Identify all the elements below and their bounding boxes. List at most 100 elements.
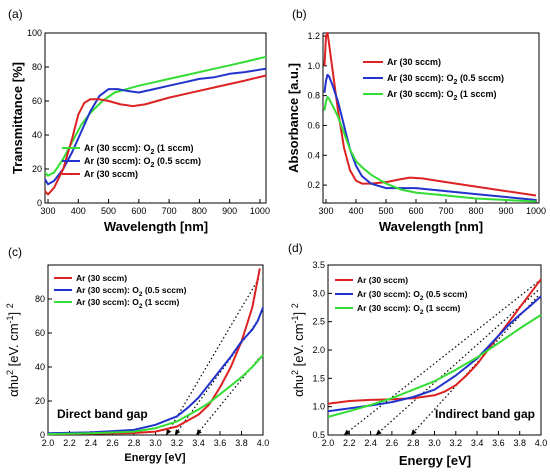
- x-tick-label: 300: [41, 206, 56, 216]
- y-tick-label: 60: [32, 96, 42, 106]
- panel-b-plot-area: [322, 32, 540, 204]
- x-tick-label: 2.4: [85, 438, 98, 448]
- y-tick-label: 20: [32, 164, 42, 174]
- x-tick-label: 900: [222, 206, 237, 216]
- x-tick-label: 400: [348, 206, 363, 216]
- x-tick-label: 700: [162, 206, 177, 216]
- x-tick-label: 700: [438, 206, 453, 216]
- panel-a-plot-area: [44, 32, 267, 204]
- series-line: [323, 96, 537, 203]
- panel-c-annotation: Direct band gap: [57, 407, 148, 421]
- y-tick-label: 3.0: [312, 288, 325, 298]
- panel-c-xlabel: Energy [eV]: [124, 452, 185, 464]
- panel-a: (a) 300 400 500 600 700 800 900 1000 0 20 40 60 80 1…: [8, 7, 270, 234]
- x-tick-label: 1000: [526, 206, 546, 216]
- series-line: [44, 67, 267, 186]
- x-tick-label: 2.4: [364, 438, 377, 448]
- y-tick-label: 3.5: [312, 260, 325, 270]
- panel-c: (c) 2.0 2.2 2.4 2.6 2.8 3.0 3.2 3.4 3.6 3.8 4.0 02…: [5, 245, 269, 464]
- panel-c-ylabel-main: αhυ: [6, 375, 21, 397]
- tangent-arrowhead: [375, 429, 382, 435]
- x-tick-label: 3.4: [471, 438, 484, 448]
- panel-c-ylabel-sup: 2: [5, 370, 15, 375]
- x-tick-label: 3.8: [235, 438, 248, 448]
- series-line: [47, 307, 264, 435]
- x-tick-label: 3.6: [214, 438, 227, 448]
- panel-c-ylabel-bracket: [eV. cm: [6, 323, 21, 369]
- legend-label: Ar (30 sccm): O2 (0.5 sccm): [84, 156, 201, 169]
- panel-d: (d) 2.0 2.2 2.4 2.6 2.8 3.0 3.2 3.4 3.6 3.8 4.0 0.…: [288, 241, 547, 468]
- x-tick-label: 400: [71, 206, 86, 216]
- y-tick-label: 0.6: [307, 120, 320, 130]
- panel-d-xticks: 2.0 2.2 2.4 2.6 2.8 3.0 3.2 3.4 3.6 3.8 4.0: [322, 431, 548, 448]
- panel-c-label: (c): [8, 245, 22, 259]
- y-tick-label: 60: [35, 328, 45, 338]
- legend-label: Ar (30 sccm): O2 (1 sccm): [357, 303, 460, 316]
- legend-label: Ar (30 sccm): [387, 57, 441, 67]
- legend-label: Ar (30 sccm): O2 (1 sccm): [76, 297, 179, 310]
- panel-d-ylabel-sup2: -1: [290, 315, 300, 323]
- panel-d-series: [327, 278, 542, 418]
- tangent-line: [343, 281, 539, 436]
- panel-c-xticks: 2.0 2.2 2.4 2.6 2.8 3.0 3.2 3.4 3.6 3.8 4.0: [42, 431, 270, 448]
- x-tick-label: 2.8: [128, 438, 141, 448]
- legend-label: Ar (30 sccm): [84, 169, 138, 179]
- y-tick-label: 0.4: [307, 150, 320, 160]
- panel-c-legend: Ar (30 sccm) Ar (30 sccm): O2 (0.5 sccm)A…: [54, 273, 187, 310]
- x-tick-label: 3.2: [171, 438, 184, 448]
- panel-b-xlabel: Wavelength [nm]: [379, 219, 483, 234]
- x-tick-label: 600: [408, 206, 423, 216]
- y-tick-label: 0: [40, 430, 45, 440]
- y-tick-label: 80: [32, 62, 42, 72]
- tangent-arrowhead: [343, 429, 350, 435]
- panel-b-series: [323, 32, 537, 203]
- tangent-arrowhead: [174, 429, 181, 435]
- y-tick-label: 1.2: [307, 31, 320, 41]
- x-tick-label: 800: [468, 206, 483, 216]
- panel-d-ylabel-close: ]: [291, 308, 306, 315]
- x-tick-label: 2.6: [106, 438, 119, 448]
- panel-d-label: (d): [288, 241, 303, 255]
- x-tick-label: 3.2: [450, 438, 463, 448]
- legend-label: Ar (30 sccm): O2 (1 sccm): [84, 143, 193, 156]
- panel-a-yticks: 0 20 40 60 80 100: [27, 28, 49, 208]
- y-tick-label: 100: [27, 28, 42, 38]
- y-tick-label: 1.0: [307, 61, 320, 71]
- x-tick-label: 600: [131, 206, 146, 216]
- x-tick-label: 4.0: [535, 438, 548, 448]
- series-line: [327, 314, 542, 418]
- panel-c-ylabel-sup2: -1: [5, 315, 15, 323]
- x-tick-label: 500: [378, 206, 393, 216]
- panel-d-ylabel-main: αhυ: [291, 375, 306, 397]
- panel-d-ylabel-bracket: [eV. cm: [291, 323, 306, 369]
- panel-d-tangents: [343, 281, 539, 436]
- panel-d-ylabel: αhυ2 [eV. cm-1] 2: [290, 303, 306, 397]
- tangent-arrowhead: [196, 429, 202, 435]
- tangent-line: [375, 290, 539, 436]
- x-tick-label: 4.0: [257, 438, 270, 448]
- panel-b: (b) 300 400 500 600 700 800 900 1000 0.20.40.60…: [286, 7, 546, 234]
- panel-b-label: (b): [292, 7, 307, 21]
- legend-label: Ar (30 sccm): [76, 273, 127, 283]
- panel-b-ylabel: Absorbance [a.u.]: [286, 63, 301, 173]
- panel-d-annotation: Indirect band gap: [435, 407, 535, 421]
- y-tick-label: 0: [37, 198, 42, 208]
- x-tick-label: 1000: [250, 206, 270, 216]
- series-line: [44, 55, 267, 177]
- legend-label: Ar (30 sccm): [357, 275, 408, 285]
- legend-label: Ar (30 sccm): O2 (0.5 sccm): [357, 289, 468, 302]
- panel-c-series: [47, 268, 264, 436]
- panel-b-yticks: 0.2 0.4 0.6 0.8 1.0 1.2: [307, 31, 327, 190]
- legend-label: Ar (30 sccm): O2 (0.5 sccm): [76, 285, 187, 298]
- x-tick-label: 3.8: [513, 438, 526, 448]
- panel-d-legend: Ar (30 sccm) Ar (30 sccm): O2 (0.5 sccm)A…: [335, 275, 468, 316]
- tangent-arrowhead: [166, 429, 172, 435]
- tangent-line: [410, 295, 539, 436]
- x-tick-label: 900: [498, 206, 513, 216]
- x-tick-label: 3.6: [492, 438, 505, 448]
- series-line: [47, 268, 261, 436]
- y-tick-label: 1.5: [312, 373, 325, 383]
- legend-label: Ar (30 sccm): O2 (0.5 sccm): [387, 73, 504, 86]
- panel-d-yticks: 0.5 1.0 1.5 2.0 2.5 3.0 3.5: [312, 260, 332, 440]
